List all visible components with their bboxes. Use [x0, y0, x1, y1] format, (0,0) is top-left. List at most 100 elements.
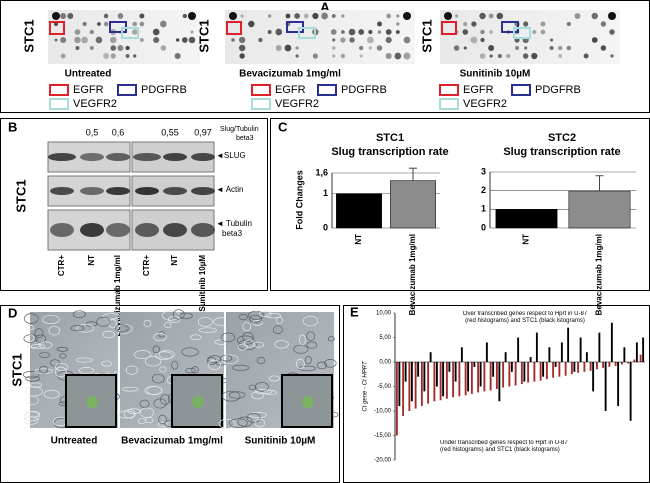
ratio-label: beta3: [236, 135, 254, 142]
cell: [39, 365, 49, 374]
row-label: STC1: [21, 19, 36, 52]
cell: [259, 310, 272, 318]
panel-label: B: [8, 119, 17, 134]
bar: [410, 362, 413, 402]
cell: [139, 407, 154, 418]
cell: [238, 313, 249, 321]
spot: [403, 52, 411, 60]
bar: [639, 354, 642, 362]
spot: [463, 22, 468, 26]
bar: [589, 362, 592, 371]
panel-c: STC1 Slug transcription rate Fold Changes 0…: [294, 132, 636, 315]
bar: [429, 352, 432, 362]
cell: [316, 361, 328, 370]
spot: [591, 12, 598, 20]
bar: [402, 362, 405, 416]
bar: [395, 362, 398, 436]
cell: [246, 412, 261, 423]
bar: [620, 362, 623, 365]
y-tick-label: 10,00: [376, 311, 392, 317]
bar: [564, 362, 567, 376]
bar: [483, 362, 486, 392]
bar: [495, 362, 498, 389]
spot: [549, 45, 554, 51]
bar: [614, 362, 617, 366]
cell: [296, 358, 305, 369]
band: [50, 223, 74, 237]
cell: [25, 411, 41, 418]
cell: [299, 334, 306, 345]
spot: [558, 54, 563, 58]
spot: [82, 21, 87, 27]
spot: [109, 36, 117, 44]
y-tick-label: 2: [481, 185, 486, 195]
bar: [448, 362, 451, 372]
chart-title: STC1: [376, 132, 404, 144]
cell: [251, 391, 264, 400]
y-tick-label: 0,00: [379, 360, 391, 366]
spot: [348, 28, 356, 36]
spot: [377, 30, 382, 34]
spot: [367, 36, 374, 44]
spot: [67, 12, 74, 20]
cell: [159, 366, 167, 373]
error-bar: [409, 167, 417, 181]
bar: [492, 362, 495, 377]
band: [80, 187, 104, 195]
cell: [327, 336, 335, 342]
spot: [89, 46, 94, 50]
bar: [568, 190, 631, 229]
bar: [510, 362, 513, 372]
bar: [433, 362, 436, 402]
lane-label: Bevacizumab 1mg/ml: [113, 255, 122, 336]
spot: [540, 21, 546, 27]
spot: [396, 22, 400, 26]
vegfr2-box: [121, 27, 139, 39]
spot: [394, 52, 402, 60]
spot: [239, 36, 246, 44]
legend-swatch: [251, 84, 271, 96]
inset: [171, 374, 223, 428]
array-image: [225, 10, 415, 64]
cell: [272, 325, 283, 335]
bar: [542, 362, 545, 377]
bar: [533, 362, 536, 382]
bar: [642, 337, 645, 362]
band: [80, 223, 104, 237]
band: [191, 187, 215, 195]
cell: [254, 418, 266, 428]
spot: [496, 12, 504, 20]
cell: [237, 416, 253, 427]
spot: [480, 29, 485, 35]
spot: [117, 45, 124, 51]
bar: [554, 362, 557, 367]
row-label: STC1: [13, 179, 28, 212]
spot: [558, 45, 563, 51]
spot: [182, 13, 188, 19]
cell: [26, 325, 34, 331]
spot: [330, 29, 337, 35]
spot: [531, 52, 538, 60]
band: [163, 153, 187, 161]
spot: [110, 45, 117, 51]
spot: [248, 20, 255, 28]
panel-label: C: [278, 119, 288, 134]
spot: [609, 29, 615, 35]
y-tick-label: -20,00: [374, 458, 392, 464]
legend-label: EGFR: [73, 84, 104, 96]
band: [106, 187, 130, 195]
cell: [34, 328, 44, 339]
ratio: 0,6: [112, 127, 125, 137]
bar: [390, 180, 436, 229]
spot: [395, 30, 400, 34]
bar: [617, 362, 620, 407]
bar: [558, 362, 561, 377]
bar: [635, 342, 638, 362]
bar: [427, 362, 430, 404]
spot: [368, 46, 372, 50]
spot: [376, 45, 383, 51]
spot: [97, 22, 101, 26]
cell: [59, 353, 67, 359]
spot: [349, 37, 355, 43]
cell: [247, 310, 265, 320]
